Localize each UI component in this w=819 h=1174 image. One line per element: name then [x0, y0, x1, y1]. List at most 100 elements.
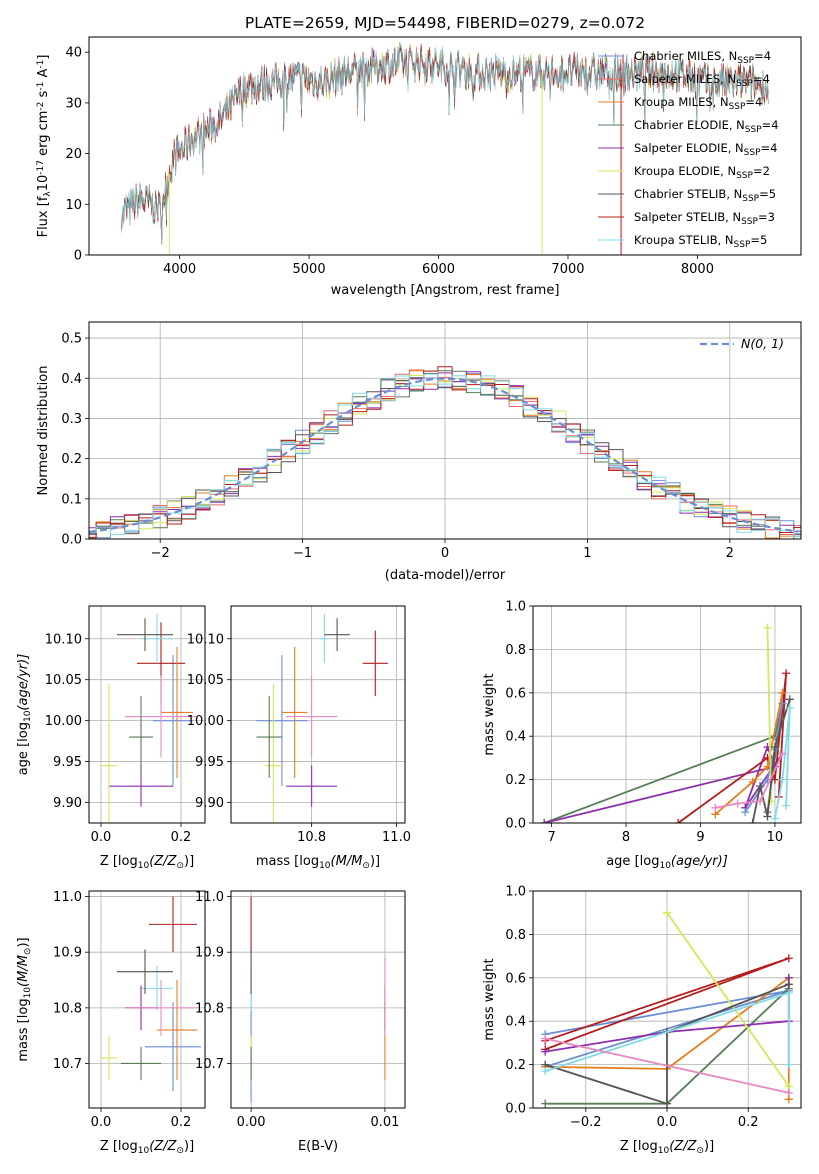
legend-entry: Chabrier ELODIE, NSSP=4 [634, 118, 779, 135]
weight-series [715, 753, 784, 809]
label-part: SSP [741, 217, 758, 227]
label-part: SSP [742, 194, 759, 204]
label-part: -2 [36, 102, 46, 111]
x-axis-label: Z [log10(Z/Z⊙)] [100, 854, 194, 871]
weight-marker [663, 908, 671, 917]
label-part: Salpeter STELIB, N [634, 210, 741, 224]
label-part: -17 [36, 160, 46, 175]
label-part: =4 [745, 95, 762, 109]
y-tick-label: 0.6 [505, 971, 526, 986]
weight-marker [674, 819, 683, 823]
y-tick-label: 1.0 [505, 600, 526, 615]
histogram-series [89, 373, 801, 538]
label-part: SSP [737, 56, 754, 66]
weight-series [666, 912, 790, 1087]
weight-marker [741, 808, 750, 817]
panel-6: 0.00 0.01 10.7 10.8 10.9 11.0 E(B-V) [195, 890, 406, 1154]
y-tick-label: 9.90 [195, 796, 224, 811]
label-part: Flux [f [36, 196, 51, 237]
label-part: SSP [744, 148, 761, 158]
y-tick-label: 0.2 [505, 1058, 526, 1073]
y-tick-label: 9.95 [53, 755, 82, 770]
label-part: =4 [761, 141, 778, 155]
y-tick-label: 0.8 [505, 643, 526, 658]
weight-marker [778, 688, 787, 697]
label-part: )] [370, 854, 380, 869]
label-part: E(B-V) [298, 1139, 338, 1154]
weight-marker [711, 803, 720, 812]
plot-area [89, 366, 801, 539]
panel-3: 10.8 11.0 9.90 9.95 10.00 10.05 10.10 mass [log… [187, 605, 411, 871]
y-tick-label: 10.05 [45, 673, 82, 688]
y-axis-label: mass [log10(M/M⊙)] [16, 937, 33, 1061]
label-part: 10 [23, 710, 33, 722]
axes-frame [230, 605, 406, 824]
weight-marker [778, 775, 787, 784]
y-tick-label: 30 [65, 96, 82, 111]
label-part: Kroupa ELODIE, N [634, 164, 736, 178]
label-part: =4 [762, 118, 779, 132]
x-tick-label: 0.0 [91, 830, 112, 845]
x-tick-label: 8000 [681, 262, 714, 277]
label-part: SSP [736, 171, 753, 181]
weight-series [714, 692, 784, 815]
label-part: =2 [753, 164, 770, 178]
label-part: =5 [750, 233, 767, 247]
y-tick-label: 10 [65, 198, 82, 213]
x-axis-label: (data-model)/error [385, 568, 506, 583]
legend-entry: Chabrier MILES, NSSP=4 [634, 49, 771, 66]
y-tick-label: 10.9 [53, 946, 82, 961]
label-part: =5 [759, 187, 776, 201]
x-tick-label: 0.01 [370, 1115, 399, 1130]
legend-entry: N(0, 1) [741, 336, 784, 351]
weight-marker [784, 988, 793, 997]
y-tick-label: 0.8 [505, 928, 526, 943]
axes-frame [88, 36, 802, 256]
label-part: -1 [36, 82, 46, 91]
legend-entry: Kroupa MILES, NSSP=4 [634, 95, 762, 112]
y-tick-label: 0.1 [61, 492, 82, 507]
y-tick-label: 10.8 [53, 1001, 82, 1016]
weight-marker [785, 695, 794, 704]
axes-frame [230, 890, 406, 1109]
x-axis-label: age [log10(age/yr)] [606, 854, 728, 871]
y-tick-label: 10.8 [195, 1001, 224, 1016]
y-tick-label: 10.00 [45, 714, 82, 729]
weight-marker [784, 954, 793, 963]
y-tick-label: 10.05 [187, 673, 224, 688]
weight-marker [748, 819, 757, 823]
label-part: Z [log [100, 1139, 138, 1154]
histogram-series [89, 369, 801, 539]
x-tick-label: 11.0 [382, 830, 411, 845]
label-part: age [log [16, 722, 31, 775]
y-tick-label: 10.00 [187, 714, 224, 729]
label-part: 10 [659, 861, 671, 871]
label-part: (Z/Z [149, 1139, 177, 1154]
panel-5: 0.0 0.210.710.810.911.0Z [log10(Z/Z⊙)]mas… [16, 890, 206, 1156]
weight-marker [784, 980, 793, 989]
y-axis-label: mass weight [482, 673, 497, 755]
histogram-series [89, 371, 801, 532]
y-tick-label: 9.95 [195, 755, 224, 770]
x-tick-label: 0.0 [657, 1115, 678, 1130]
label-part: ⊙ [176, 861, 184, 871]
weight-series [774, 707, 791, 819]
label-part: (Z/Z [669, 1139, 697, 1154]
label-part: 10 [138, 861, 150, 871]
label-part: ⊙ [23, 948, 33, 956]
plot-area [540, 623, 794, 823]
weight-marker [770, 743, 779, 752]
x-tick-label: 6000 [422, 262, 455, 277]
label-part: mass [log [16, 998, 31, 1061]
weight-marker [748, 777, 757, 786]
label-part: 10 [138, 1146, 150, 1156]
y-tick-label: 1.0 [505, 885, 526, 900]
histogram-series [89, 370, 801, 539]
y-tick-label: 0.6 [505, 686, 526, 701]
x-tick-label: 0.2 [171, 1115, 192, 1130]
weight-marker [541, 1099, 550, 1108]
weight-marker [663, 1099, 671, 1108]
x-tick-label: 2 [726, 546, 734, 561]
x-tick-label: 7000 [551, 262, 584, 277]
